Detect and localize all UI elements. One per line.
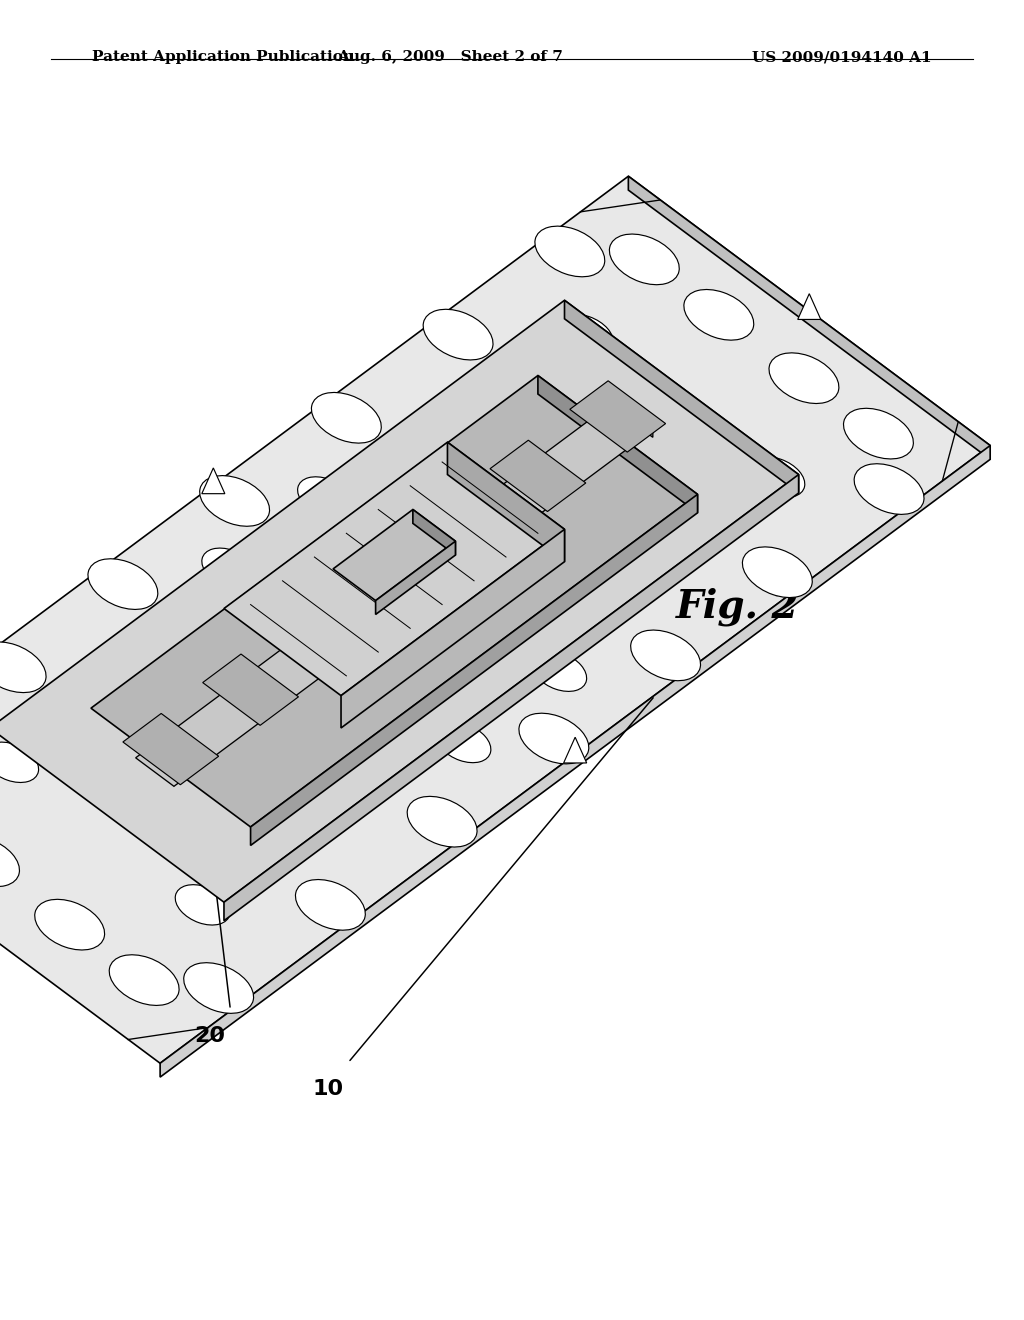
Polygon shape: [224, 442, 564, 696]
Polygon shape: [333, 510, 456, 601]
Text: Fig. 2: Fig. 2: [676, 587, 799, 627]
Polygon shape: [160, 446, 990, 1077]
Ellipse shape: [35, 899, 104, 950]
Polygon shape: [0, 177, 990, 1063]
Ellipse shape: [0, 742, 39, 783]
Polygon shape: [341, 529, 564, 729]
Text: Aug. 6, 2009   Sheet 2 of 7: Aug. 6, 2009 Sheet 2 of 7: [338, 50, 563, 65]
Text: 20: 20: [195, 1026, 225, 1047]
Ellipse shape: [519, 713, 589, 764]
Ellipse shape: [175, 884, 230, 925]
Ellipse shape: [0, 642, 46, 693]
Ellipse shape: [408, 796, 477, 847]
Ellipse shape: [296, 879, 366, 931]
Text: US 2009/0194140 A1: US 2009/0194140 A1: [753, 50, 932, 65]
Ellipse shape: [202, 548, 257, 589]
Polygon shape: [490, 441, 586, 511]
Text: Patent Application Publication: Patent Application Publication: [92, 50, 354, 65]
Ellipse shape: [191, 730, 246, 771]
Ellipse shape: [298, 477, 352, 517]
Ellipse shape: [183, 962, 254, 1014]
Ellipse shape: [684, 289, 754, 341]
Polygon shape: [376, 541, 456, 615]
Text: 30: 30: [563, 484, 594, 506]
Ellipse shape: [631, 630, 700, 681]
Ellipse shape: [769, 352, 839, 404]
Ellipse shape: [423, 309, 493, 360]
Polygon shape: [569, 380, 666, 451]
Ellipse shape: [609, 234, 679, 285]
Polygon shape: [135, 401, 653, 787]
Ellipse shape: [88, 558, 158, 610]
Ellipse shape: [110, 954, 179, 1006]
Polygon shape: [538, 375, 697, 512]
Ellipse shape: [436, 722, 490, 763]
Polygon shape: [123, 713, 219, 784]
Polygon shape: [91, 375, 697, 826]
Ellipse shape: [200, 475, 269, 527]
Polygon shape: [0, 301, 799, 903]
Polygon shape: [629, 177, 990, 459]
Polygon shape: [413, 510, 456, 554]
Ellipse shape: [0, 836, 19, 887]
Ellipse shape: [543, 469, 597, 510]
Ellipse shape: [531, 651, 587, 692]
Ellipse shape: [750, 457, 805, 498]
Ellipse shape: [844, 408, 913, 459]
Ellipse shape: [311, 392, 381, 444]
Polygon shape: [447, 442, 564, 562]
Polygon shape: [224, 474, 799, 921]
Polygon shape: [564, 301, 799, 492]
Ellipse shape: [558, 314, 613, 355]
Ellipse shape: [854, 463, 924, 515]
Polygon shape: [251, 495, 697, 845]
Text: 10: 10: [312, 1078, 343, 1100]
Ellipse shape: [535, 226, 605, 277]
Ellipse shape: [742, 546, 812, 598]
Polygon shape: [614, 401, 653, 437]
Polygon shape: [203, 653, 298, 725]
